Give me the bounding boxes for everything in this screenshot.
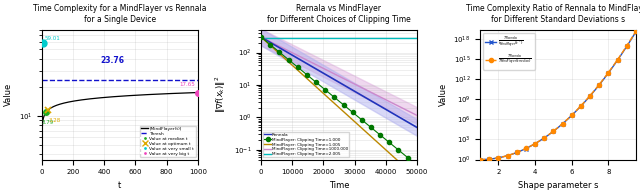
Title: Time Complexity for a MindFlayer vs Rennala
for a Single Device: Time Complexity for a MindFlayer vs Renn…: [33, 4, 207, 23]
Title: Rernala vs MindFlayer
for Different Choices of Clipping Time: Rernala vs MindFlayer for Different Choi…: [267, 4, 411, 23]
Legend: |MindFlayer(t)|, Thresh, Value at median t, Value at optimum t, Value at very sm: |MindFlayer(t)|, Thresh, Value at median…: [140, 126, 196, 157]
Y-axis label: Value: Value: [4, 83, 13, 106]
Text: 59.01: 59.01: [44, 36, 60, 42]
Title: Time Complexity Ratio of Rennala to MindFlayer
for Different Standard Deviations: Time Complexity Ratio of Rennala to Mind…: [466, 4, 640, 23]
Text: 3.28: 3.28: [49, 118, 61, 123]
X-axis label: Shape parameter s: Shape parameter s: [518, 181, 598, 190]
Legend: Rennala, MindFlayer: Clipping Time=1.000, MindFlayer: Clipping Time=1.005, MindF: Rennala, MindFlayer: Clipping Time=1.000…: [263, 132, 349, 158]
X-axis label: Time: Time: [329, 181, 349, 190]
Y-axis label: $\|\nabla f(x_k)\|^2$: $\|\nabla f(x_k)\|^2$: [214, 76, 228, 113]
Legend: $\frac{T_{Rennala}}{t_{MindFlayer}(t^*)}$, $\frac{T_{Rennala}}{T_{MindFlayer}(t_: $\frac{T_{Rennala}}{t_{MindFlayer}(t^*)}…: [483, 33, 534, 69]
Text: 17.65: 17.65: [179, 82, 195, 87]
Text: 3.79: 3.79: [42, 120, 54, 125]
Y-axis label: Value: Value: [439, 83, 448, 106]
Text: 23.76: 23.76: [100, 56, 124, 65]
X-axis label: t: t: [118, 181, 122, 190]
